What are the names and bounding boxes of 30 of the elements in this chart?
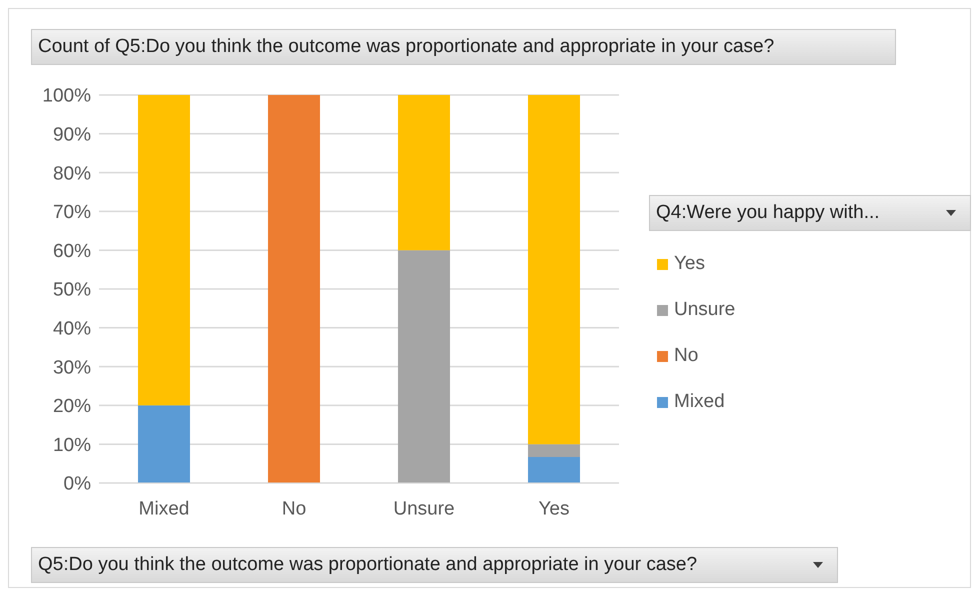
x-tick-label: Yes (538, 498, 570, 520)
legend-label: Unsure (673, 298, 736, 322)
bar (138, 405, 190, 483)
legend-title: Q4:Were you happy with... (656, 202, 880, 224)
y-tick-label: 30% (52, 357, 92, 378)
bar (398, 250, 450, 483)
x-axis-title: Q5:Do you think the outcome was proportionate and appropriate in your case? (38, 554, 698, 576)
y-tick-label: 90% (52, 124, 92, 146)
legend-label: No (673, 344, 700, 368)
x-tick-label: No (282, 498, 306, 520)
chart-title: Count of Q5:Do you think the outcome was proportionate and appropriate in your case? (38, 36, 774, 58)
y-tick-label: 0% (64, 474, 92, 495)
legend-label: Yes (673, 252, 706, 276)
y-tick-label: 80% (52, 163, 92, 184)
y-tick-label: 70% (52, 202, 92, 224)
bar (528, 457, 580, 483)
bar (138, 95, 190, 406)
legend-label: Mixed (673, 390, 726, 414)
y-tick-label: 40% (52, 318, 92, 340)
bar (528, 95, 580, 444)
y-tick-label: 10% (52, 434, 92, 456)
y-tick-label: 100% (42, 86, 92, 107)
bar (398, 95, 450, 250)
x-tick-label: Mixed (138, 498, 190, 520)
x-tick-label: Unsure (393, 498, 455, 520)
y-tick-label: 50% (52, 280, 92, 301)
bar (268, 95, 320, 483)
bar (528, 444, 580, 458)
y-tick-label: 60% (52, 240, 92, 262)
y-tick-label: 20% (52, 396, 92, 418)
